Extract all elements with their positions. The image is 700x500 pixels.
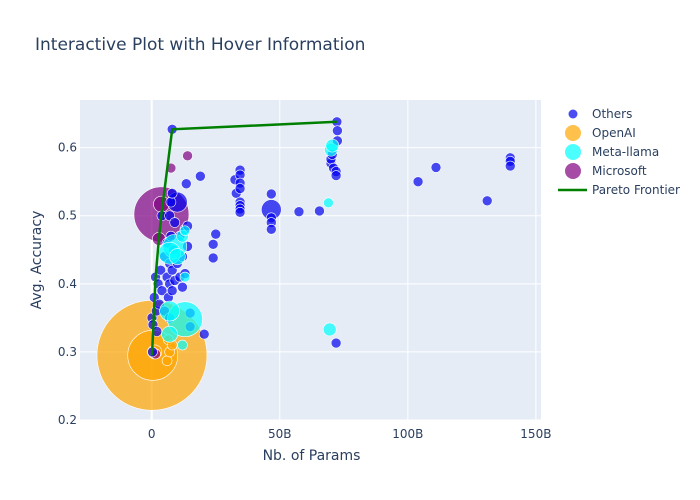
others-point[interactable] <box>195 170 206 182</box>
others-point[interactable] <box>314 205 325 217</box>
others-point[interactable] <box>412 176 424 188</box>
x-axis-title: Nb. of Params <box>263 448 361 464</box>
others-point[interactable] <box>166 285 178 296</box>
legend-marker-microsoft[interactable] <box>565 163 581 179</box>
others-point[interactable] <box>330 170 342 181</box>
others-point[interactable] <box>504 160 516 172</box>
others-point[interactable] <box>210 228 222 240</box>
y-axis-title: Avg. Accuracy <box>29 211 45 310</box>
others-point[interactable] <box>166 187 178 199</box>
y-tick-label: 0.2 <box>58 413 77 427</box>
pareto-frontier-line <box>150 120 337 356</box>
others-point[interactable] <box>198 328 210 340</box>
legend-label-meta-llama[interactable]: Meta-llama <box>592 145 659 159</box>
others-point[interactable] <box>430 162 442 173</box>
legend-marker-others[interactable] <box>568 109 578 119</box>
pareto-frontier-path <box>150 120 337 356</box>
x-tick-label: 0 <box>148 427 156 441</box>
others-point[interactable] <box>293 206 305 217</box>
others-point[interactable] <box>207 252 219 264</box>
y-tick-label: 0.6 <box>58 141 77 155</box>
legend-label-openai[interactable]: OpenAI <box>592 126 636 140</box>
chart-title: Interactive Plot with Hover Information <box>35 35 365 55</box>
axis-ticks: 0 50B 100B 150B 0.2 0.3 0.4 0.5 0.6 <box>58 141 552 441</box>
y-tick-label: 0.5 <box>58 209 77 223</box>
meta-llama-point[interactable] <box>325 138 340 153</box>
meta-llama-point[interactable] <box>169 248 186 265</box>
others-point[interactable] <box>330 337 342 349</box>
meta-llama-point[interactable] <box>179 225 191 237</box>
legend[interactable]: Others OpenAI Meta-llama Microsoft Pareto Fr… <box>558 107 680 197</box>
meta-llama-point[interactable] <box>179 271 191 283</box>
others-point[interactable] <box>266 224 277 235</box>
others-point[interactable] <box>165 196 177 208</box>
others-point[interactable] <box>177 281 188 293</box>
others-point[interactable] <box>207 239 219 250</box>
meta-llama-point[interactable] <box>323 197 334 209</box>
others-point[interactable] <box>234 207 246 218</box>
y-tick-label: 0.3 <box>58 345 77 359</box>
others-point[interactable] <box>481 195 493 207</box>
legend-marker-openai[interactable] <box>565 125 581 141</box>
legend-label-microsoft[interactable]: Microsoft <box>592 164 647 178</box>
others-point[interactable] <box>234 183 246 194</box>
legend-label-pareto-frontier[interactable]: Pareto Frontier <box>592 183 680 197</box>
meta-llama-point[interactable] <box>177 339 188 351</box>
y-tick-label: 0.4 <box>58 277 77 291</box>
legend-marker-meta-llama[interactable] <box>565 144 581 160</box>
others-point[interactable] <box>169 217 181 228</box>
legend-label-others[interactable]: Others <box>592 107 632 121</box>
openai-point[interactable] <box>161 355 173 367</box>
meta-llama-point[interactable] <box>322 322 337 337</box>
x-tick-label: 150B <box>520 427 551 441</box>
others-point[interactable] <box>266 188 277 200</box>
x-tick-label: 50B <box>268 427 292 441</box>
x-tick-label: 100B <box>392 427 423 441</box>
microsoft-point[interactable] <box>182 150 193 162</box>
others-point[interactable] <box>332 125 343 136</box>
meta-llama-point[interactable] <box>159 300 180 322</box>
meta-llama-point[interactable] <box>161 325 178 343</box>
others-point[interactable] <box>180 178 192 190</box>
